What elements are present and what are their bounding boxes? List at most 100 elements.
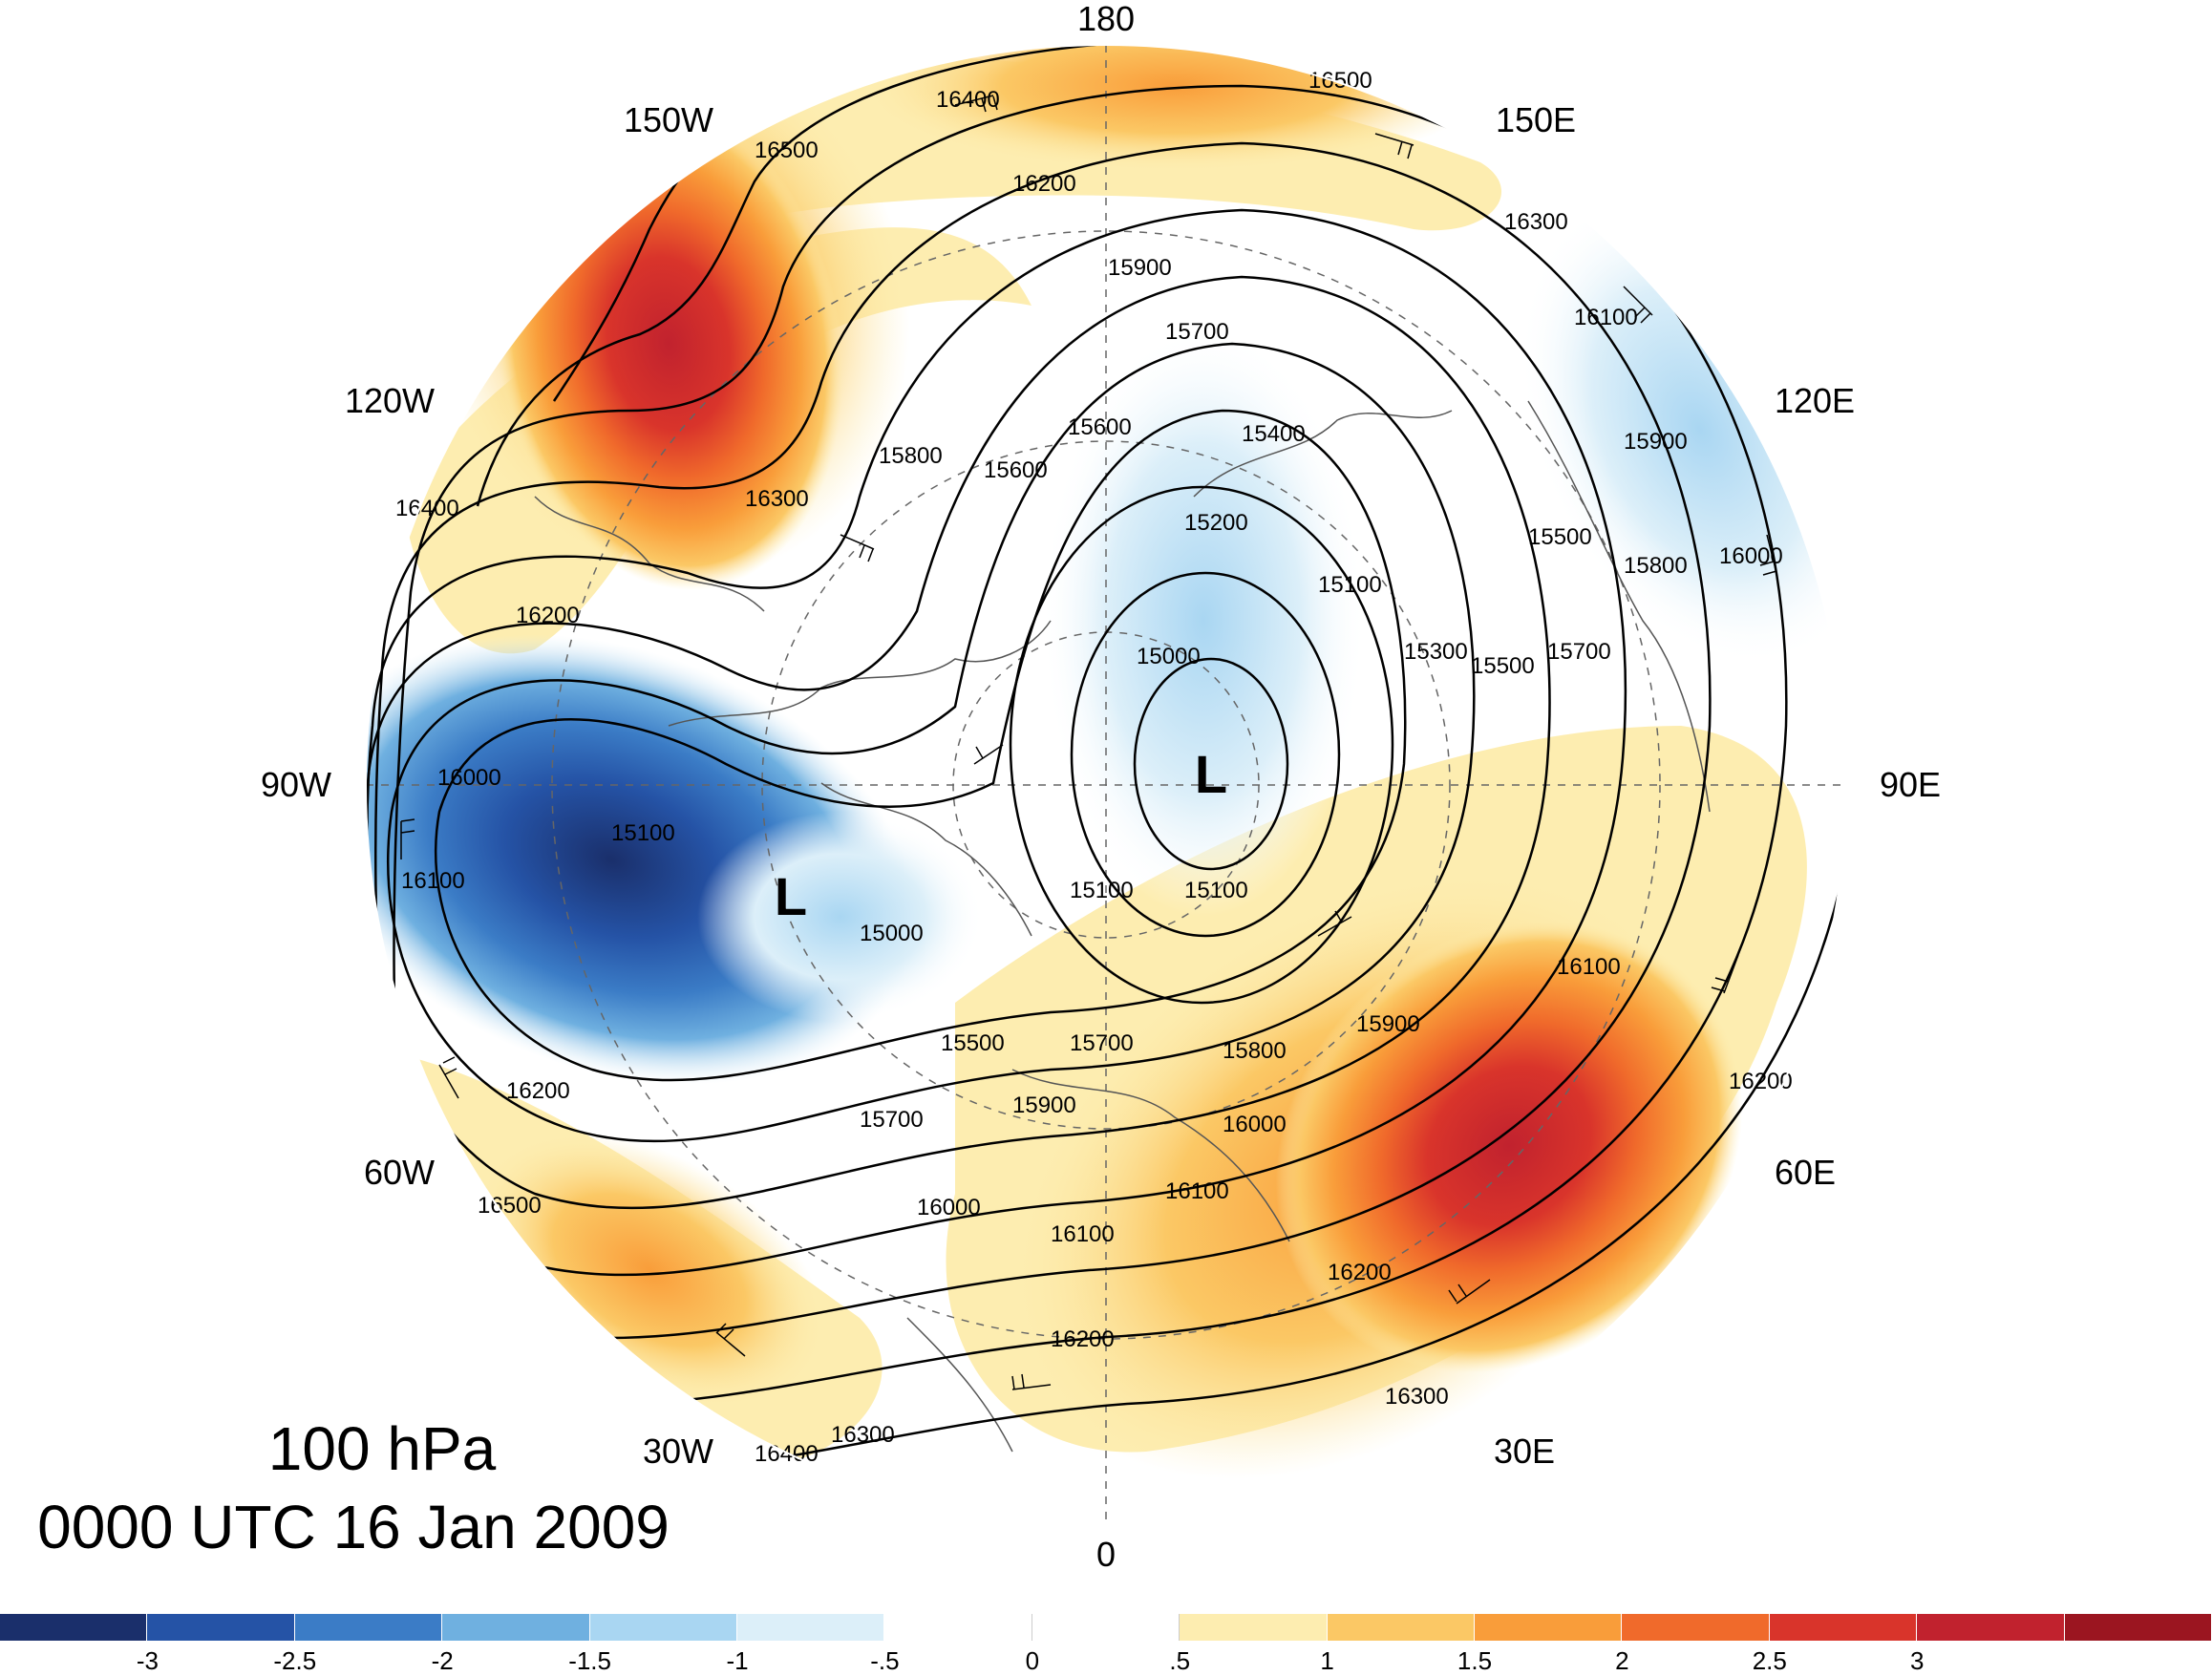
contour-label: 16300	[1504, 209, 1568, 235]
contour-label: 15700	[860, 1107, 924, 1133]
low-marker: L	[775, 866, 807, 926]
contour-label: 15900	[1108, 255, 1172, 281]
colorbar-swatch	[1917, 1614, 2065, 1641]
contour-label: 15600	[984, 457, 1048, 483]
contour-label: 15100	[1070, 878, 1134, 903]
colorbar-swatch	[1475, 1614, 1623, 1641]
contour-label: 16100	[1574, 305, 1638, 330]
colorbar-tick-label: -3	[136, 1646, 159, 1675]
contour-label: 16200	[1328, 1260, 1392, 1285]
longitude-label: 60W	[363, 1153, 436, 1192]
contour-label: 16300	[745, 486, 809, 512]
colorbar-tick-label: 3	[1909, 1646, 1925, 1675]
colorbar-tick-label: -2.5	[273, 1646, 317, 1675]
colorbar-tick-label: 2	[1615, 1646, 1629, 1675]
colorbar-swatch	[1327, 1614, 1476, 1641]
contour-label: 16300	[1385, 1384, 1449, 1410]
contour-label: 15800	[1624, 553, 1688, 579]
colorbar-swatch	[737, 1614, 885, 1641]
wind-barbs	[400, 95, 1777, 1390]
contour-label: 15100	[1184, 878, 1248, 903]
contour-label: 15300	[1404, 639, 1468, 665]
contour-label: 15500	[1471, 653, 1535, 679]
colorbar-swatch	[147, 1614, 295, 1641]
colorbar-swatch	[2064, 1614, 2212, 1641]
contour-label: 15000	[860, 921, 924, 946]
contour-label: 15700	[1070, 1030, 1134, 1056]
colorbar-swatch	[442, 1614, 590, 1641]
temperature-anomaly-shading	[366, 45, 1846, 1525]
cold-anomaly-core	[1041, 325, 1366, 917]
contour-label: 16500	[1308, 68, 1372, 94]
pressure-level-title: 100 hPa	[267, 1414, 497, 1483]
contour-label: 15500	[1528, 524, 1592, 550]
colorbar-swatch	[589, 1614, 738, 1641]
contour-label: 16200	[516, 603, 580, 628]
contour-label: 16100	[1557, 954, 1621, 980]
colorbar-swatch	[1032, 1614, 1180, 1641]
contour-label: 15700	[1547, 639, 1611, 665]
contour-label: 16000	[1719, 543, 1783, 569]
longitude-label: 90E	[1879, 765, 1942, 804]
longitude-label: 30W	[642, 1432, 714, 1471]
valid-time-title: 0000 UTC 16 Jan 2009	[37, 1493, 670, 1561]
contour-label: 16100	[401, 868, 465, 894]
colorbar-tick-label: -1.5	[568, 1646, 611, 1675]
longitude-label: 120E	[1774, 381, 1856, 420]
contour-label: 16300	[831, 1422, 895, 1448]
contour-label: 15700	[1165, 319, 1229, 345]
contour-label: 16000	[1223, 1112, 1287, 1137]
colorbar	[0, 1614, 2212, 1641]
contour-label: 15400	[1242, 421, 1306, 447]
contour-label: 16100	[1165, 1178, 1229, 1204]
longitude-label: 30E	[1493, 1432, 1556, 1471]
contour-label: 15900	[1624, 429, 1688, 455]
contour-label: 16200	[506, 1078, 570, 1104]
colorbar-tick-label: -.5	[870, 1646, 900, 1675]
contour-label: 16100	[1051, 1221, 1115, 1247]
longitude-label: 0	[1095, 1535, 1117, 1574]
longitude-label: 180	[1076, 0, 1136, 38]
contour-label: 16200	[1012, 171, 1076, 197]
cold-anomaly-core	[697, 812, 984, 1022]
coastlines	[534, 400, 1711, 1453]
anomaly-region	[401, 227, 1032, 654]
colorbar-tick-label: 2.5	[1752, 1646, 1787, 1675]
contour-label: 15900	[1012, 1093, 1076, 1118]
contour-label: 16000	[437, 765, 501, 791]
low-marker: L	[1195, 744, 1227, 804]
contour-label: 15200	[1184, 510, 1248, 536]
colorbar-swatch	[1180, 1614, 1328, 1641]
contour-labels: 15100 15000 15200 15400 15700 15900 1620…	[395, 68, 1793, 1467]
contour-label: 15500	[941, 1030, 1005, 1056]
low-pressure-markers: L L	[775, 744, 1227, 926]
contour-label: 15900	[1356, 1011, 1420, 1037]
longitude-label: 150E	[1495, 100, 1577, 139]
longitude-label: 60E	[1774, 1153, 1837, 1192]
contour-label: 15800	[1223, 1038, 1287, 1064]
colorbar-tick-label: 0	[1025, 1646, 1040, 1675]
contour-label: 16000	[917, 1195, 981, 1220]
colorbar-swatch	[884, 1614, 1032, 1641]
colorbar-tick-label: 1	[1320, 1646, 1334, 1675]
map-boundary	[365, 44, 1847, 1526]
anomaly-region	[860, 45, 1490, 172]
contour-label: 16200	[1729, 1069, 1793, 1094]
contour-label: 15600	[1068, 414, 1132, 440]
colorbar-swatch	[294, 1614, 443, 1641]
colorbar-swatch	[0, 1614, 148, 1641]
contour-label: 16400	[395, 496, 459, 521]
colorbar-swatch	[1769, 1614, 1918, 1641]
contour-label: 15100	[1318, 572, 1382, 598]
colorbar-tick-label: -1	[726, 1646, 749, 1675]
colorbar-tick-label: .5	[1169, 1646, 1191, 1675]
colorbar-tick-label: -2	[431, 1646, 454, 1675]
contour-label: 15100	[611, 820, 675, 846]
contour-label: 16500	[755, 138, 819, 163]
contour-label: 16400	[936, 87, 1000, 113]
colorbar-swatch	[1622, 1614, 1770, 1641]
longitude-label: 150W	[623, 100, 714, 139]
contour-label: 15000	[1137, 644, 1201, 669]
contour-label: 15800	[879, 443, 943, 469]
